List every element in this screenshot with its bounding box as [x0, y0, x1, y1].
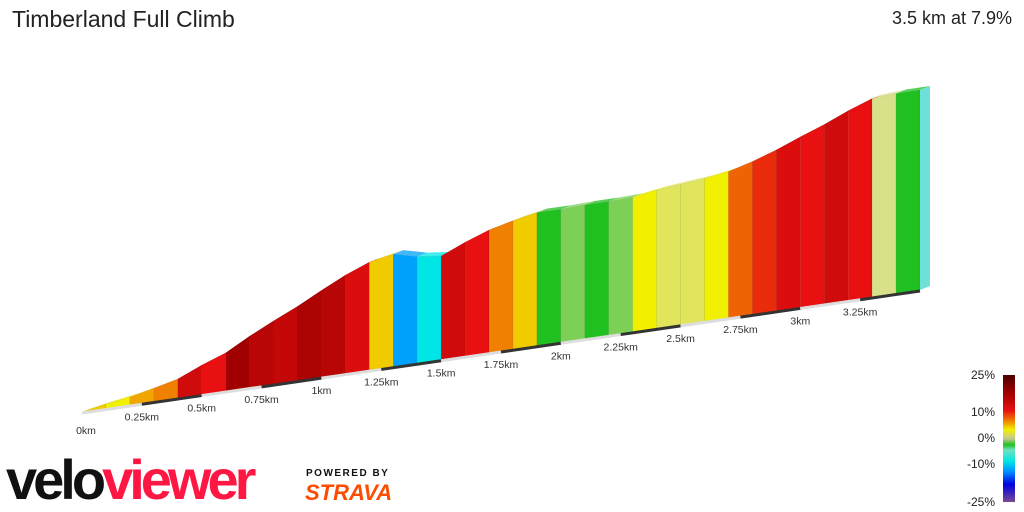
profile-top-surface [489, 216, 523, 230]
profile-top-surface [512, 208, 547, 221]
profile-top-surface [129, 384, 164, 397]
x-tick-label: 2.25km [603, 342, 638, 354]
distance-axis-segment [381, 359, 442, 371]
x-tick-label: 0km [76, 425, 96, 437]
gradient-segment [895, 89, 921, 294]
profile-top-surface [417, 252, 452, 257]
gradient-segment [847, 98, 873, 301]
profile-top-surface [584, 197, 619, 205]
profile-end-face [920, 86, 930, 290]
gradient-segment [776, 136, 801, 312]
profile-top-surface [872, 89, 907, 99]
gradient-segment [297, 289, 322, 381]
gradient-segment [656, 184, 681, 329]
distance-axis-segment [440, 350, 502, 363]
gradient-segment [393, 253, 418, 367]
legend-label: -10% [966, 457, 995, 471]
legend-label: 0% [977, 431, 995, 445]
distance-axis-segment [321, 367, 382, 380]
distance-axis-segment [680, 315, 741, 328]
powered-by-text: POWERED BY [306, 468, 390, 479]
profile-top-surface [896, 86, 930, 94]
gradient-segment [201, 352, 226, 395]
x-tick-label: 2.75km [723, 324, 758, 336]
profile-top-surface [369, 250, 404, 263]
gradient-segment [464, 229, 490, 357]
x-tick-label: 3.25km [843, 307, 878, 319]
profile-top-surface [560, 200, 595, 210]
x-tick-label: 0.25km [125, 411, 160, 423]
gradient-legend-bar [1003, 375, 1015, 502]
x-tick-label: 0.75km [244, 394, 279, 406]
gradient-segment [512, 212, 538, 350]
profile-top-surface [393, 250, 428, 257]
distance-axis-segment [620, 324, 681, 337]
legend-label: -25% [966, 495, 995, 509]
x-tick-label: 2.5km [666, 333, 695, 345]
gradient-segment [321, 274, 346, 378]
veloviewer-logo: veloviewer [6, 448, 256, 511]
x-tick-label: 2km [551, 350, 571, 362]
gradient-segment [704, 171, 729, 322]
distance-axis-segment [800, 298, 861, 310]
gradient-segment [680, 178, 705, 326]
gradient-segment [632, 189, 657, 333]
legend-label: 25% [970, 368, 995, 382]
distance-axis-segment [261, 376, 322, 389]
distance-axis-segment [560, 333, 621, 345]
profile-top-surface [536, 205, 571, 213]
strava-logo: STRAVA [305, 480, 393, 505]
profile-top-surface [82, 400, 116, 412]
gradient-segment [177, 364, 202, 399]
gradient-segment [871, 93, 897, 298]
x-tick-label: 0.5km [187, 403, 216, 415]
profile-top-surface [608, 193, 643, 202]
gradient-segment [752, 149, 777, 315]
gradient-segment [249, 320, 274, 388]
profile-top-surface [704, 167, 739, 179]
gradient-segment [536, 208, 562, 347]
gradient-segment [800, 124, 825, 308]
legend-label: 10% [970, 405, 995, 419]
profile-top-surface [632, 186, 667, 198]
profile-top-surface [656, 180, 691, 191]
profile-top-surface [105, 392, 140, 405]
gradient-segment [488, 220, 514, 354]
x-tick-label: 1.5km [427, 368, 456, 380]
gradient-segment [560, 204, 586, 343]
page-title: Timberland Full Climb [12, 6, 235, 32]
gradient-segment [345, 261, 370, 374]
distance-axis-segment [500, 341, 562, 354]
gradient-segment [273, 305, 298, 385]
distance-axis-segment [740, 306, 801, 319]
distance-axis-segment [859, 289, 921, 302]
distance-axis-segment [201, 385, 262, 398]
gradient-segment [823, 110, 849, 305]
climb-summary: 3.5 km at 7.9% [891, 8, 1012, 28]
gradient-segment [369, 253, 394, 371]
x-tick-label: 1.75km [484, 359, 519, 371]
gradient-segment [584, 201, 609, 340]
gradient-segment [440, 241, 466, 361]
x-tick-label: 3km [790, 315, 810, 327]
gradient-segment [608, 196, 633, 336]
gradient-segment [416, 255, 442, 364]
distance-axis-segment [141, 394, 202, 406]
profile-top-surface [680, 174, 715, 185]
x-tick-label: 1km [312, 385, 332, 397]
distance-axis-segment [81, 402, 143, 415]
x-tick-label: 1.25km [364, 376, 399, 388]
gradient-segment [225, 335, 250, 392]
gradient-segment [728, 161, 753, 319]
